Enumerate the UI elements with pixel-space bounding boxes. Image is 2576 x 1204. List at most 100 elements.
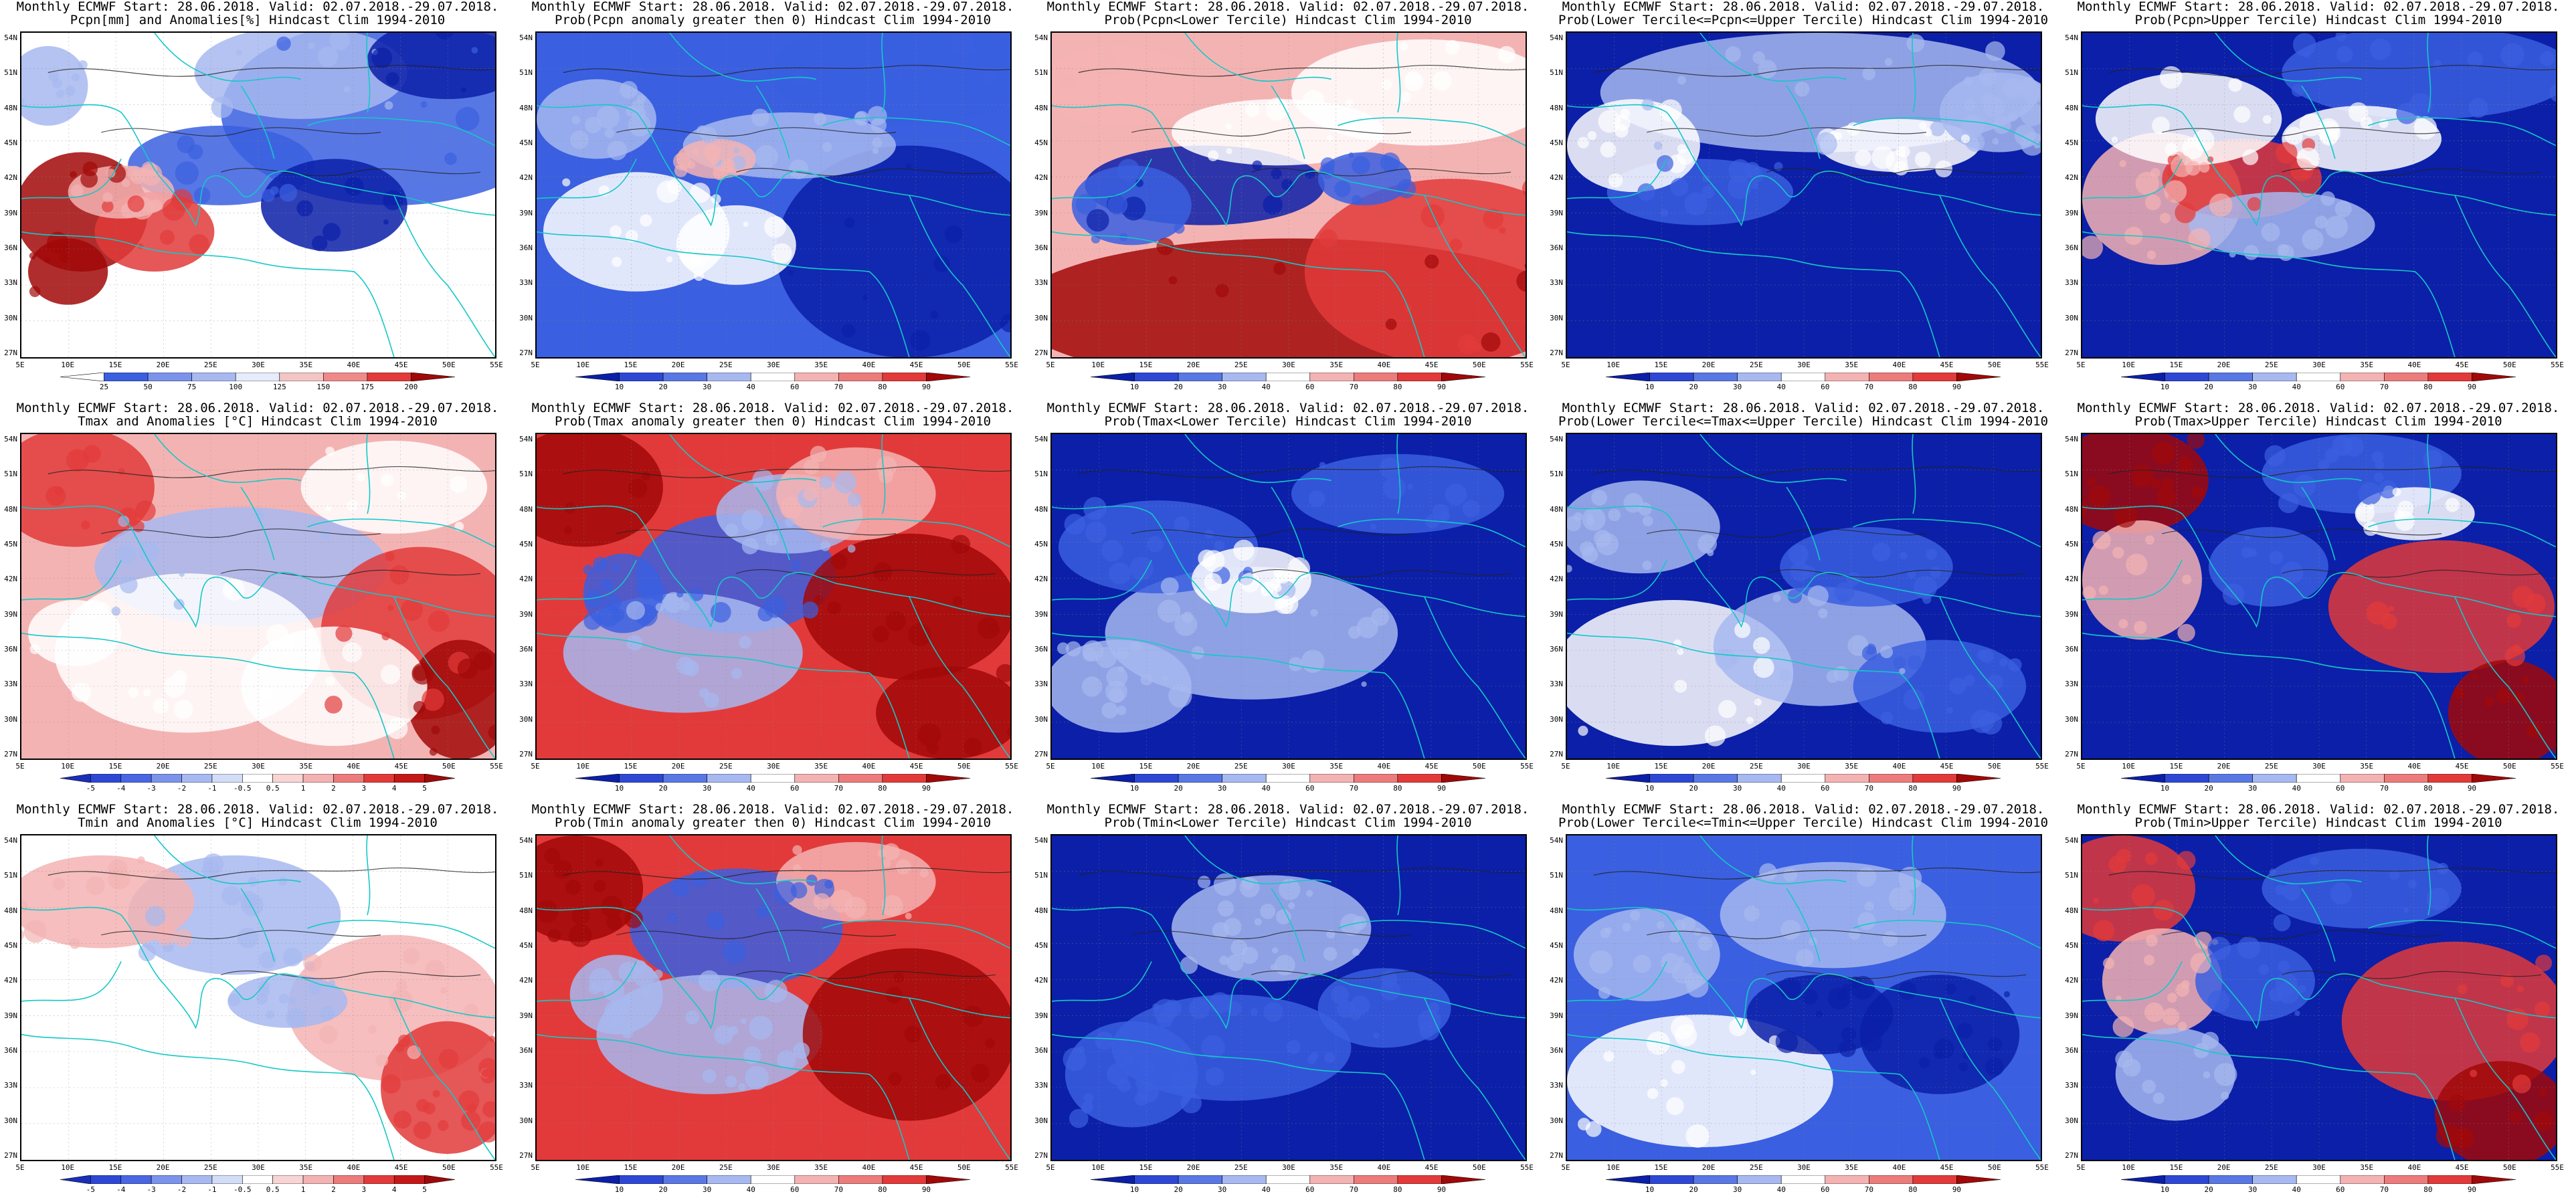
latitude-label: 27N <box>519 750 533 759</box>
longitude-label: 45E <box>909 361 923 369</box>
latitude-label: 54N <box>1034 435 1048 443</box>
colorbar-tick-label: 200 <box>404 383 418 391</box>
longitude-label: 55E <box>490 1163 503 1172</box>
panel-title-line2: Prob(Tmax<Lower Tercile) Hindcast Clim 1… <box>1104 414 1472 429</box>
longitude-label: 5E <box>1561 1163 1570 1172</box>
latitude-label: 51N <box>519 470 533 478</box>
colorbar-tick-label: 10 <box>1129 1185 1139 1194</box>
longitude-label: 40E <box>2407 1163 2421 1172</box>
longitude-label: 15E <box>1139 762 1153 771</box>
latitude-label: 30N <box>4 715 17 724</box>
colorbar-tick-label: 80 <box>1908 383 1918 391</box>
panel-title-line2: Prob(Pcpn<Lower Tercile) Hindcast Clim 1… <box>1104 13 1472 27</box>
longitude-label: 35E <box>1329 762 1344 771</box>
colorbar <box>575 774 970 783</box>
longitude-label: 5E <box>1561 762 1570 771</box>
colorbar-tick-label: 80 <box>1908 1185 1918 1194</box>
latitude-label: 33N <box>1550 278 1563 287</box>
latitude-label: 42N <box>1550 575 1563 583</box>
colorbar-tick-label: 30 <box>2248 1185 2258 1194</box>
colorbar-tick-label: 20 <box>658 1185 668 1194</box>
longitude-label: 40E <box>862 361 876 369</box>
latitude-label: 48N <box>519 505 533 514</box>
latitude-label: 45N <box>519 941 533 950</box>
longitude-label: 45E <box>1940 361 1954 369</box>
colorbar-tick-label: 90 <box>1952 784 1962 793</box>
forecast-map <box>20 834 496 1161</box>
longitude-label: 30E <box>1797 361 1811 369</box>
longitude-label: 40E <box>2407 762 2421 771</box>
longitude-label: 5E <box>1046 762 1055 771</box>
colorbar-tick-label: 20 <box>1174 1185 1183 1194</box>
map-field <box>537 33 1010 357</box>
latitude-label: 33N <box>2065 1081 2078 1090</box>
longitude-label: 45E <box>1424 1163 1439 1172</box>
colorbar-tick-label: 10 <box>614 784 624 793</box>
map-field <box>1567 33 2041 357</box>
latitude-label: 45N <box>519 540 533 548</box>
map-panel: Monthly ECMWF Start: 28.06.2018. Valid: … <box>0 0 515 401</box>
latitude-label: 39N <box>4 610 17 619</box>
latitude-label: 51N <box>2065 871 2078 880</box>
map-panel: Monthly ECMWF Start: 28.06.2018. Valid: … <box>2061 401 2576 803</box>
colorbar-tick-label: 40 <box>746 383 755 391</box>
latitude-label: 45N <box>1550 941 1563 950</box>
latitude-label: 39N <box>4 1011 17 1020</box>
colorbar-tick-label: 1 <box>300 1185 306 1194</box>
longitude-label: 10E <box>1606 361 1621 369</box>
latitude-label: 54N <box>519 33 533 42</box>
longitude-label: 10E <box>61 361 75 369</box>
longitude-label: 50E <box>957 1163 971 1172</box>
colorbar-tick-label: -3 <box>147 1185 156 1194</box>
latitude-label: 36N <box>519 1046 533 1055</box>
colorbar-tick-label: 90 <box>921 383 931 391</box>
colorbar-tick-label: 1 <box>300 784 306 793</box>
panel-title-line2: Prob(Tmax>Upper Tercile) Hindcast Clim 1… <box>2134 414 2502 429</box>
latitude-label: 36N <box>1034 243 1048 252</box>
latitude-label: 36N <box>1550 645 1563 654</box>
latitude-label: 33N <box>519 1081 533 1090</box>
latitude-label: 42N <box>4 173 17 182</box>
longitude-label: 20E <box>671 762 685 771</box>
colorbar-ticks: 10 20 30 40 60 70 80 90 <box>1606 785 2001 794</box>
latitude-label: 39N <box>1034 209 1048 217</box>
latitude-label: 27N <box>1034 348 1048 357</box>
colorbar-tick-label: 80 <box>1393 784 1402 793</box>
panel-title-line2: Prob(Lower Tercile<=Tmin<=Upper Tercile)… <box>1558 815 2049 830</box>
colorbar-tick-label: 90 <box>1437 383 1447 391</box>
colorbar-tick-label: 70 <box>834 1185 843 1194</box>
longitude-label: 55E <box>490 762 503 771</box>
longitude-label: 10E <box>2122 361 2136 369</box>
latitude-label: 48N <box>2065 104 2078 112</box>
colorbar-tick-label: 20 <box>1174 784 1183 793</box>
latitude-label: 54N <box>1550 435 1563 443</box>
colorbar-tick-label: -0.5 <box>234 1185 252 1194</box>
latitude-label: 54N <box>1550 836 1563 845</box>
longitude-label: 30E <box>1797 762 1811 771</box>
colorbar-ticks: 10 20 30 40 60 70 80 90 <box>2121 1186 2516 1195</box>
colorbar-tick-label: 40 <box>1776 1185 1786 1194</box>
longitude-label: 15E <box>108 762 122 771</box>
longitude-label: 10E <box>576 1163 590 1172</box>
latitude-label: 42N <box>1034 173 1048 182</box>
longitude-label: 20E <box>2217 1163 2231 1172</box>
colorbar-tick-label: 10 <box>2160 383 2170 391</box>
latitude-label: 48N <box>519 906 533 915</box>
colorbar-tick-label: 20 <box>2204 784 2213 793</box>
latitude-label: 30N <box>2065 314 2078 322</box>
colorbar-ticks: 10 20 30 40 60 70 80 90 <box>1091 785 1485 794</box>
latitude-label: 33N <box>519 680 533 688</box>
panel-title-line1: Monthly ECMWF Start: 28.06.2018. Valid: … <box>2077 401 2560 415</box>
latitude-label: 36N <box>4 645 17 654</box>
longitude-label: 50E <box>2502 762 2516 771</box>
latitude-label: 33N <box>2065 680 2078 688</box>
panel-title-line1: Monthly ECMWF Start: 28.06.2018. Valid: … <box>1562 401 2045 415</box>
latitude-label: 39N <box>4 209 17 217</box>
latitude-label: 30N <box>4 1116 17 1125</box>
latitude-label: 48N <box>1550 906 1563 915</box>
longitude-label: 10E <box>61 1163 75 1172</box>
latitude-label: 42N <box>1550 976 1563 985</box>
colorbar-tick-label: 3 <box>361 784 367 793</box>
colorbar-tick-label: 70 <box>834 784 843 793</box>
longitude-label: 50E <box>2502 361 2516 369</box>
